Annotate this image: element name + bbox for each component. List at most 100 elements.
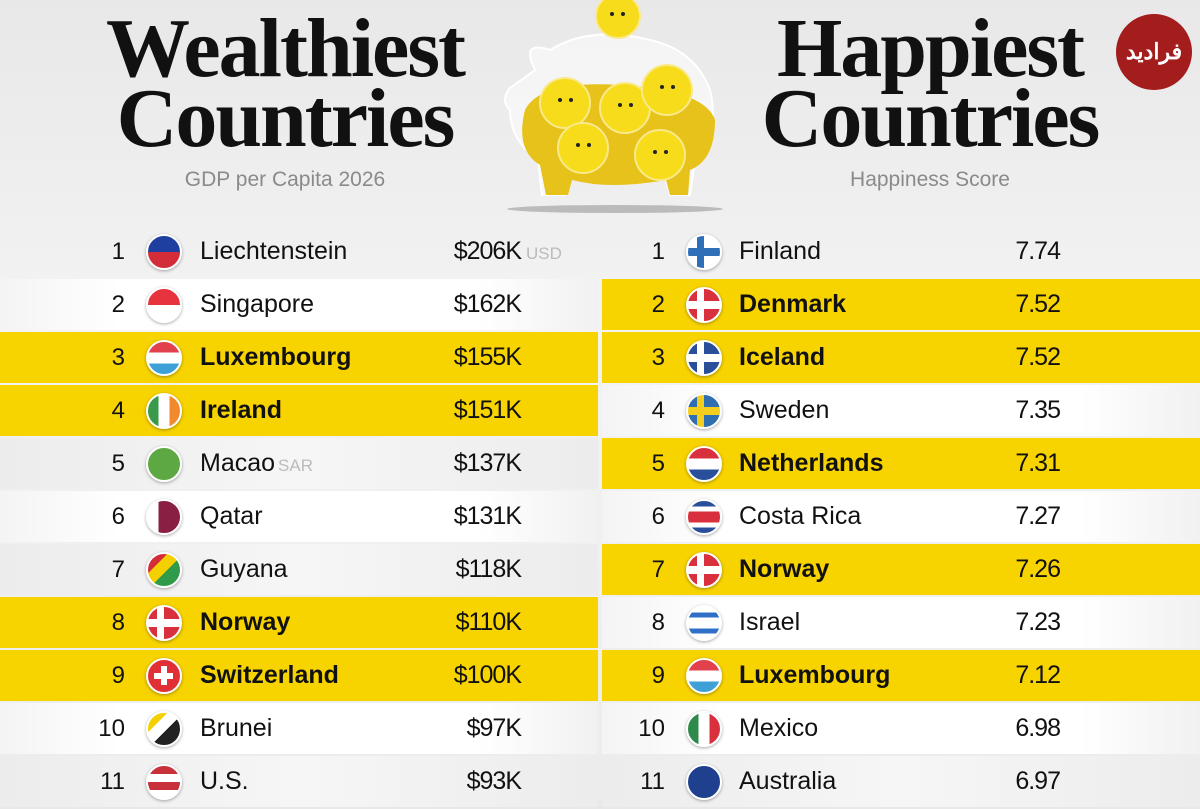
rank: 10 (638, 715, 665, 742)
rank: 9 (111, 662, 125, 689)
rank: 8 (651, 609, 665, 636)
happiest-row: 9 Luxembourg 7.12 (602, 650, 1200, 701)
value: 7.35 (1015, 396, 1061, 424)
rank: 2 (651, 291, 665, 318)
country-name: Finland (739, 237, 821, 266)
country-name: Sweden (739, 396, 829, 425)
wealthiest-title: Wealthiest Countries (60, 2, 510, 165)
title-line-2: Countries (761, 72, 1101, 165)
rank: 6 (111, 503, 125, 530)
value: 7.27 (1015, 502, 1061, 530)
flag-icon (686, 340, 722, 376)
country-name: Macao SAR (200, 449, 313, 478)
country-name: Netherlands (739, 449, 883, 478)
flag-icon (686, 446, 722, 482)
flag-icon (686, 234, 722, 270)
country-name: Costa Rica (739, 502, 861, 531)
country-suffix: SAR (278, 456, 314, 475)
happiest-row: 11 Australia 6.97 (602, 756, 1200, 807)
flag-icon (146, 552, 182, 588)
value: $100K (453, 661, 522, 689)
value: $131K (453, 502, 522, 530)
country-name: Singapore (200, 290, 314, 319)
country-label: Australia (739, 767, 837, 795)
rank: 4 (651, 397, 665, 424)
happiest-row: 7 Norway 7.26 (602, 544, 1200, 595)
country-label: Denmark (739, 290, 846, 318)
rank: 8 (111, 609, 125, 636)
country-name: Mexico (739, 714, 818, 743)
rank: 11 (100, 768, 125, 795)
rank: 7 (111, 556, 125, 583)
rank: 10 (98, 715, 125, 742)
value: $155K (453, 343, 522, 371)
wealthiest-subtitle: GDP per Capita 2026 (184, 168, 386, 191)
country-name: Switzerland (200, 661, 339, 690)
wealthiest-row: 9 Switzerland $100K (0, 650, 598, 701)
flag-icon (686, 605, 722, 641)
flag-icon (686, 658, 722, 694)
rank: 5 (111, 450, 125, 477)
country-label: Iceland (739, 343, 826, 371)
value: 6.98 (1015, 714, 1061, 742)
country-label: Ireland (200, 396, 282, 424)
wealthiest-row: 8 Norway $110K (0, 597, 598, 648)
flag-icon (686, 499, 722, 535)
rank: 3 (651, 344, 665, 371)
value: 7.52 (1015, 343, 1061, 371)
value: $110K (455, 608, 522, 636)
country-name: Liechtenstein (200, 237, 347, 266)
flag-icon (686, 393, 722, 429)
country-name: Guyana (200, 555, 288, 584)
rank: 11 (640, 768, 665, 795)
rank: 6 (651, 503, 665, 530)
country-label: Netherlands (739, 449, 884, 477)
country-label: Costa Rica (739, 502, 862, 530)
country-label: Switzerland (200, 661, 339, 689)
country-label: Israel (739, 608, 801, 636)
rank: 9 (651, 662, 665, 689)
happiest-subtitle: Happiness Score (850, 168, 1010, 191)
value: $97K (466, 714, 522, 742)
happiest-row: 8 Israel 7.23 (602, 597, 1200, 648)
country-label: Mexico (739, 714, 819, 742)
country-name: Iceland (739, 343, 825, 372)
value: 7.52 (1015, 290, 1061, 318)
country-name: Brunei (200, 714, 272, 743)
wealthiest-row: 7 Guyana $118K (0, 544, 598, 595)
country-name: Luxembourg (200, 343, 351, 372)
rank: 2 (111, 291, 125, 318)
value: $118K (455, 555, 522, 583)
title-line-2: Countries (116, 72, 456, 165)
country-label: Singapore (200, 290, 314, 318)
wealthiest-row: 1 Liechtenstein $206K USD (0, 226, 598, 277)
value: 7.12 (1015, 661, 1061, 689)
wealthiest-table: 1 Liechtenstein $206K USD 2 Singapore $16… (0, 226, 598, 809)
country-label: U.S. (200, 767, 249, 795)
flag-icon (686, 552, 722, 588)
smiley-coins (539, 0, 693, 181)
flag-icon (146, 711, 182, 747)
wealthiest-row: 10 Brunei $97K (0, 703, 598, 754)
happiest-row: 1 Finland 7.74 (602, 226, 1200, 277)
country-label: Qatar (200, 502, 263, 530)
happiest-row: 5 Netherlands 7.31 (602, 438, 1200, 489)
piggy-bank-illustration (504, 0, 723, 213)
flag-icon (146, 605, 182, 641)
wealthiest-row: 5 Macao SAR $137K (0, 438, 598, 489)
country-label: Sweden (739, 396, 830, 424)
flag-icon (146, 499, 182, 535)
value: 6.97 (1015, 767, 1061, 795)
country-name: Ireland (200, 396, 282, 425)
flag-icon (686, 711, 722, 747)
value: 7.74 (1015, 237, 1061, 265)
happiest-title: Happiest Countries (720, 7, 1140, 165)
flag-icon (686, 764, 722, 800)
country-label: Guyana (200, 555, 288, 583)
rank: 3 (111, 344, 125, 371)
country-name: Qatar (200, 502, 263, 531)
country-name: Norway (739, 555, 829, 584)
country-label: Finland (739, 237, 821, 265)
title-line-1: Wealthiest (106, 2, 466, 95)
value: 7.26 (1015, 555, 1061, 583)
